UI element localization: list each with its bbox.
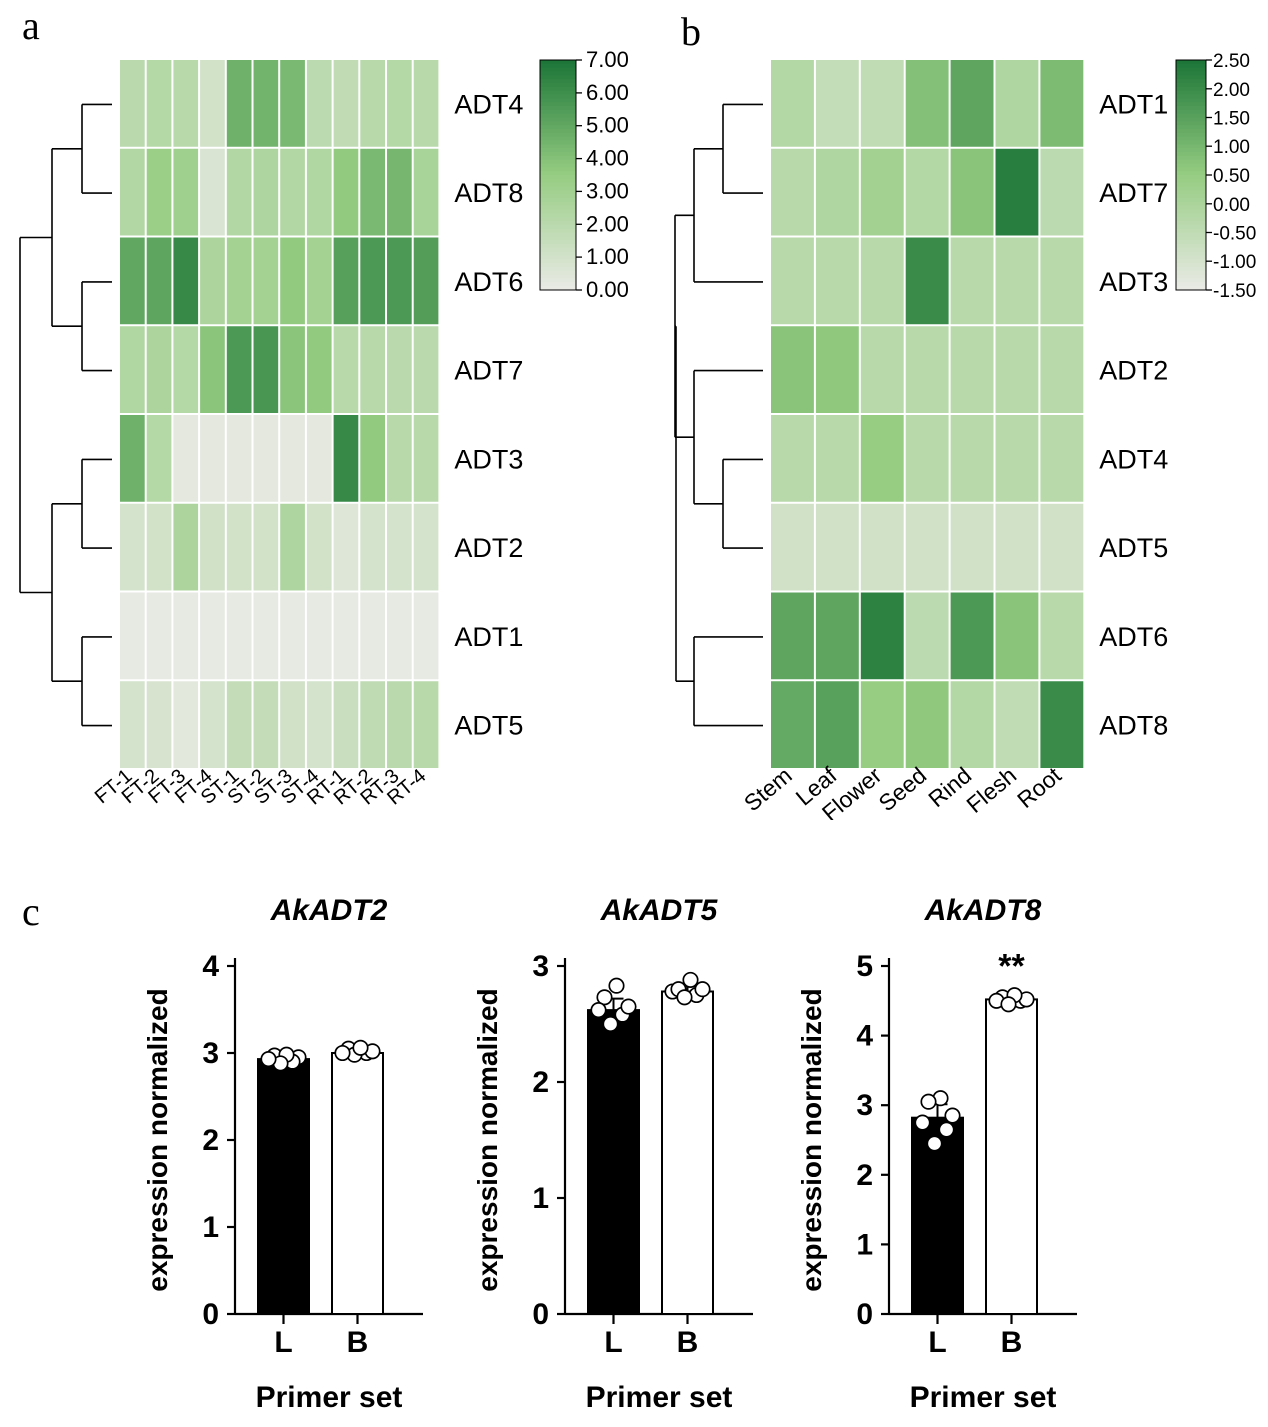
svg-text:L: L [928,1326,946,1359]
svg-text:1.50: 1.50 [1213,109,1250,130]
svg-text:5: 5 [856,950,873,983]
svg-text:2: 2 [202,1124,219,1157]
svg-text:ADT7: ADT7 [1099,178,1168,208]
svg-text:Root: Root [1012,762,1066,814]
svg-text:expression normalized: expression normalized [472,988,503,1291]
svg-text:4.00: 4.00 [586,146,629,171]
svg-text:7.00: 7.00 [586,47,629,72]
svg-text:2: 2 [532,1066,549,1099]
svg-text:ADT6: ADT6 [454,267,523,297]
svg-text:ADT4: ADT4 [454,89,523,119]
svg-text:0.50: 0.50 [1213,166,1250,187]
svg-text:Primer set: Primer set [910,1381,1057,1414]
svg-text:-1.50: -1.50 [1213,281,1256,302]
svg-text:ADT1: ADT1 [1099,89,1168,119]
svg-text:ADT5: ADT5 [454,711,523,741]
svg-text:1: 1 [856,1228,873,1261]
svg-text:0: 0 [532,1298,549,1331]
svg-text:5.00: 5.00 [586,113,629,138]
svg-text:3: 3 [202,1037,219,1070]
svg-text:B: B [347,1326,369,1359]
svg-text:expression normalized: expression normalized [142,988,173,1291]
svg-text:3.00: 3.00 [586,178,629,203]
svg-text:0.00: 0.00 [1213,195,1250,216]
svg-text:ADT2: ADT2 [1099,356,1168,386]
svg-text:Primer set: Primer set [256,1381,403,1414]
svg-text:-1.00: -1.00 [1213,252,1256,273]
svg-text:2.00: 2.00 [1213,80,1250,101]
svg-text:ADT1: ADT1 [454,622,523,652]
svg-text:1: 1 [532,1182,549,1215]
svg-text:2: 2 [856,1159,873,1192]
svg-text:Seed: Seed [873,762,931,816]
svg-text:ADT2: ADT2 [454,533,523,563]
svg-text:4: 4 [202,950,219,983]
svg-text:1.00: 1.00 [1213,137,1250,158]
svg-text:expression normalized: expression normalized [796,988,827,1291]
svg-text:Flesh: Flesh [961,762,1021,818]
svg-text:AkADT8: AkADT8 [924,895,1042,927]
svg-text:ADT8: ADT8 [1099,711,1168,741]
svg-text:4: 4 [856,1020,873,1053]
svg-text:B: B [1001,1326,1023,1359]
svg-text:0: 0 [856,1298,873,1331]
svg-text:L: L [604,1326,622,1359]
svg-text:2.00: 2.00 [586,211,629,236]
svg-text:B: B [677,1326,699,1359]
svg-text:3: 3 [856,1089,873,1122]
svg-text:ADT8: ADT8 [454,178,523,208]
svg-text:Primer set: Primer set [586,1381,733,1414]
svg-text:ADT5: ADT5 [1099,533,1168,563]
svg-text:Stem: Stem [739,762,797,816]
svg-text:AkADT5: AkADT5 [600,895,719,927]
svg-text:ADT4: ADT4 [1099,444,1168,474]
svg-text:**: ** [998,947,1025,985]
svg-text:6.00: 6.00 [586,80,629,105]
svg-text:ADT7: ADT7 [454,356,523,386]
svg-text:0.00: 0.00 [586,277,629,302]
svg-text:1.00: 1.00 [586,244,629,269]
svg-text:a: a [22,3,40,48]
svg-text:1: 1 [202,1211,219,1244]
svg-text:0: 0 [202,1298,219,1331]
svg-text:3: 3 [532,950,549,983]
svg-text:b: b [681,9,701,54]
svg-text:ADT3: ADT3 [1099,267,1168,297]
svg-text:c: c [22,895,40,934]
svg-text:-0.50: -0.50 [1213,224,1256,245]
svg-text:L: L [274,1326,292,1359]
svg-text:AkADT2: AkADT2 [270,895,388,927]
svg-text:ADT3: ADT3 [454,444,523,474]
svg-text:2.50: 2.50 [1213,51,1250,72]
svg-text:ADT6: ADT6 [1099,622,1168,652]
